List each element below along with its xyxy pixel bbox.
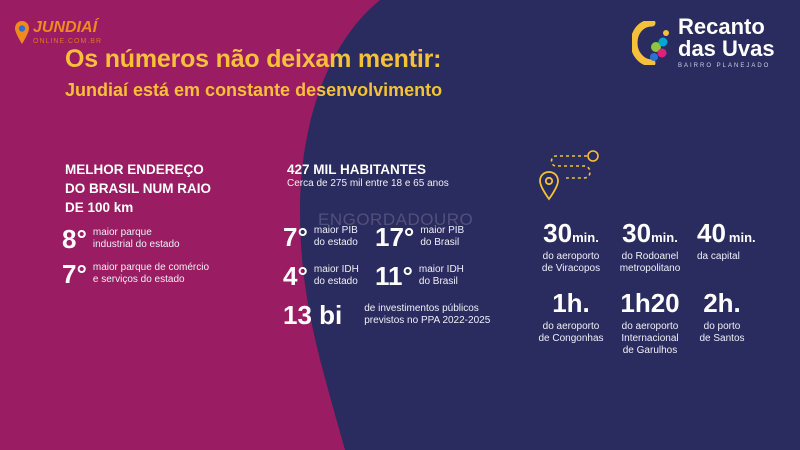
jundiai-online-logo: JUNDIAÍ ONLINE.COM.BR <box>14 20 102 46</box>
distance-desc: metropolitano <box>619 263 681 274</box>
stat-desc: industrial do estado <box>92 239 180 250</box>
population-title: 427 MIL HABITANTES <box>287 162 427 177</box>
distance-desc: do Rodoanel <box>621 251 679 262</box>
logo-tagline: BAIRRO PLANEJADO <box>678 63 771 69</box>
distance-value: 30 <box>622 218 652 248</box>
distance-value: 30 <box>543 218 573 248</box>
stat-desc: do estado <box>313 276 358 287</box>
distance-unit: min. <box>728 230 756 245</box>
distance-desc: da capital <box>697 251 740 262</box>
logo-brand-sub: ONLINE.COM.BR <box>33 38 103 45</box>
title-line: DO BRASIL NUM RAIO <box>65 181 212 196</box>
distance-santos: 2h. do porto de Santos <box>692 290 752 345</box>
watermark: ENGORDADOURO <box>318 210 474 229</box>
stat-idh-estado: 4° maior IDH do estado <box>283 263 359 289</box>
stat-desc: maior PIB <box>313 225 358 236</box>
recanto-das-uvas-logo: Recanto das Uvas BAIRRO PLANEJADO <box>632 16 775 69</box>
stat-desc: do Brasil <box>418 276 458 287</box>
distance-unit: min. <box>572 230 599 245</box>
population-subtitle: Cerca de 275 mil entre 18 e 65 anos <box>287 178 449 189</box>
distance-desc: do aeroporto <box>542 321 600 332</box>
stat-desc: de investimentos públicos <box>364 303 479 314</box>
title-line: DE 100 km <box>65 200 134 215</box>
distance-desc: de Viracopos <box>541 263 601 274</box>
stat-industrial: 8° maior parque industrial do estado <box>62 226 180 252</box>
stat-desc: maior IDH <box>418 264 464 275</box>
stat-desc: e serviços do estado <box>92 274 185 285</box>
map-pin-icon <box>15 21 29 44</box>
logo-name-line1: Recanto <box>678 14 765 39</box>
stat-desc: do Brasil <box>420 237 460 248</box>
address-section-title: MELHOR ENDEREÇO DO BRASIL NUM RAIO DE 10… <box>65 160 211 217</box>
stat-desc: maior PIB <box>420 225 465 236</box>
distance-desc: do aeroporto <box>621 321 679 332</box>
logo-name-line2: das Uvas <box>678 36 775 61</box>
stat-value: 13 bi <box>283 300 343 330</box>
distance-rodoanel: 30min. do Rodoanel metropolitano <box>612 220 688 275</box>
stat-idh-brasil: 11° maior IDH do Brasil <box>375 263 464 289</box>
distance-congonhas: 1h. do aeroporto de Congonhas <box>536 290 606 345</box>
distance-value: 2h. <box>703 288 741 318</box>
stat-value: 7° <box>62 259 87 289</box>
stat-commerce: 7° maior parque de comércio e serviços d… <box>62 261 209 287</box>
stat-value: 4° <box>283 261 308 291</box>
stat-desc: previstos no PPA 2022-2025 <box>364 315 491 326</box>
distance-desc: de Santos <box>699 333 745 344</box>
distance-garulhos: 1h20 do aeroporto Internacional de Garul… <box>612 290 688 357</box>
distance-value: 1h. <box>552 288 590 318</box>
stat-value: 7° <box>283 222 308 252</box>
stat-desc: maior parque <box>92 227 152 238</box>
distance-desc: Internacional <box>621 333 679 344</box>
stat-value: 8° <box>62 224 87 254</box>
stat-value: 17° <box>375 222 415 252</box>
location-pin-icon <box>539 171 559 201</box>
page-title: Os números não deixam mentir: <box>65 45 442 73</box>
stat-pib-estado: 7° maior PIB do estado <box>283 224 358 250</box>
stat-investimentos: 13 bi de investimentos públicos previsto… <box>283 302 490 328</box>
stat-desc: maior IDH <box>313 264 359 275</box>
grapes-logo-icon <box>632 20 669 65</box>
logo-brand: JUNDIAÍ <box>33 19 98 36</box>
route-dots-icon <box>550 150 599 179</box>
stat-desc: do estado <box>313 237 358 248</box>
distance-desc: de Garulhos <box>622 345 678 356</box>
page-subtitle: Jundiaí está em constante desenvolviment… <box>65 80 443 100</box>
stat-desc: maior parque de comércio <box>92 262 210 273</box>
title-line: MELHOR ENDEREÇO <box>65 162 204 177</box>
distance-unit: min. <box>651 230 678 245</box>
stat-pib-brasil: 17° maior PIB do Brasil <box>375 224 464 250</box>
distance-desc: do porto <box>703 321 741 332</box>
distance-desc: do aeroporto <box>542 251 600 262</box>
stat-value: 11° <box>375 261 413 291</box>
distance-value: 40 <box>697 218 726 248</box>
distance-desc: de Congonhas <box>538 333 604 344</box>
distance-viracopos: 30min. do aeroporto de Viracopos <box>536 220 606 275</box>
distance-value: 1h20 <box>620 288 680 318</box>
distance-capital: 40 min. da capital <box>697 220 777 263</box>
